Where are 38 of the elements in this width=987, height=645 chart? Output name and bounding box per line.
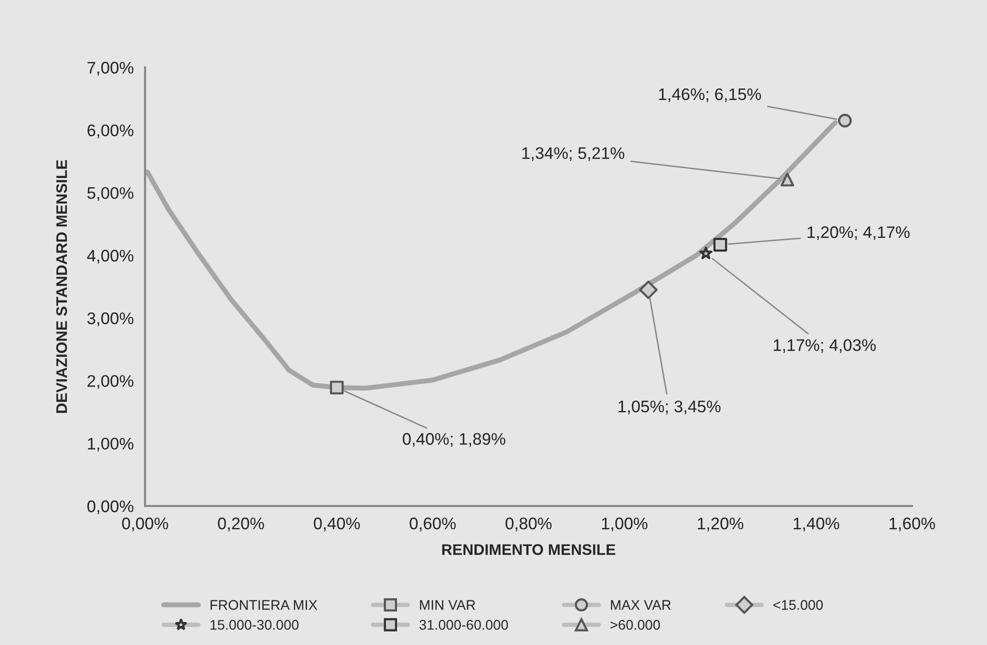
y-tick-label: 2,00% (88, 375, 134, 389)
y-tick-label: 4,00% (87, 250, 134, 264)
legend-label: FRONTIERA MIX (210, 600, 318, 610)
annotation: 1,34%; 5,21% (522, 147, 624, 161)
legend-label: <15.000 (773, 600, 823, 610)
x-tick-label: 1,00% (602, 518, 648, 532)
annotation: 1,05%; 3,45% (618, 400, 720, 414)
legend-label: MAX VAR (611, 600, 671, 610)
point (780, 172, 794, 186)
point (713, 238, 728, 252)
legend-label: >60.000 (610, 620, 660, 630)
point (699, 246, 712, 260)
y-tick-label: 6,00% (88, 124, 134, 138)
x-tick-label: 1,40% (794, 518, 840, 532)
annotation: 1,17%; 4,03% (774, 339, 876, 353)
annotation: 1,20%; 4,17% (808, 226, 910, 240)
annotation: 0,40%; 1,89% (402, 433, 506, 447)
x-tick-label: 1,20% (698, 518, 744, 532)
x-axis-title: RENDIMENTO MENSILE (442, 544, 616, 555)
y-axis-title: DEVIAZIONE STANDARD MENSILE (56, 160, 68, 413)
y-tick-label: 0,00% (87, 500, 134, 514)
x-tick-label: 0,20% (218, 518, 264, 532)
legend-label: 15.000-30.000 (210, 620, 299, 630)
point (330, 380, 344, 394)
point (838, 114, 852, 128)
x-tick-label: 0,60% (410, 518, 456, 532)
x-tick-label: 1,60% (890, 518, 936, 532)
y-tick-label: 1,00% (88, 438, 134, 452)
annotation: 1,46%; 6,15% (659, 88, 761, 102)
legend-label: MIN VAR (420, 600, 476, 610)
y-tick-label: 7,00% (88, 62, 134, 76)
y-tick-label: 3,00% (87, 312, 134, 326)
x-tick-label: 0,40% (314, 518, 360, 532)
point (639, 280, 658, 300)
x-tick-label: 0,00% (122, 518, 168, 532)
y-tick-label: 5,00% (87, 187, 134, 201)
legend-label: 31.000-60.000 (419, 620, 508, 630)
x-tick-label: 0,80% (506, 518, 552, 532)
